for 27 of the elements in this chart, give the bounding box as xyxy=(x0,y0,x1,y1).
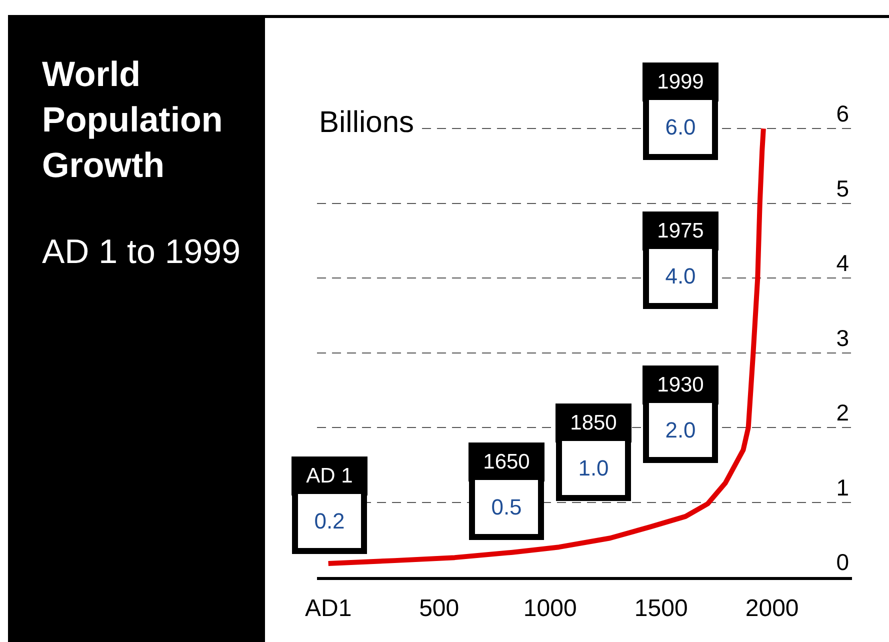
annotation: 1975 xyxy=(657,220,704,242)
y-tick-label: 0 xyxy=(836,549,849,576)
annotation: 1850 xyxy=(570,412,617,434)
y-tick-label: 2 xyxy=(836,400,849,426)
annotation: 0.5 xyxy=(491,494,522,520)
y-tick-label: 4 xyxy=(836,250,850,276)
annotation: 1.0 xyxy=(578,456,609,480)
x-tick-label: 1000 xyxy=(523,594,577,622)
annotation: 6.0 xyxy=(665,114,696,140)
annotation: 1930 xyxy=(657,374,704,396)
x-tick-label: AD1 xyxy=(304,594,352,622)
y-tick-label: 6 xyxy=(836,100,849,127)
y-tick-label: 3 xyxy=(836,324,849,351)
x-tick-label: 500 xyxy=(419,594,460,622)
text: World Population Growth xyxy=(42,55,223,185)
y-axis-title: Billions xyxy=(319,106,414,139)
annotation: 1650 xyxy=(483,450,530,474)
annotation: 4.0 xyxy=(665,264,696,288)
y-tick-label: 1 xyxy=(836,474,849,500)
text: AD 1 to 1999 xyxy=(42,233,240,271)
y-tick-label: 5 xyxy=(836,175,849,202)
x-tick-label: 2000 xyxy=(745,594,799,622)
annotation: AD 1 xyxy=(306,464,353,488)
annotation: 1999 xyxy=(657,70,704,94)
annotation: 0.2 xyxy=(314,508,345,534)
annotation: 2.0 xyxy=(665,418,696,442)
x-tick-label: 1500 xyxy=(634,594,688,622)
